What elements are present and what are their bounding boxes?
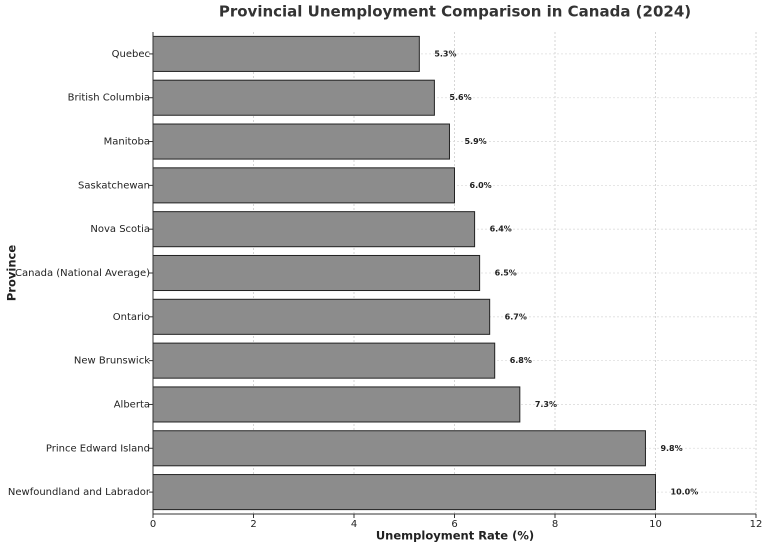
chart-title: Provincial Unemployment Comparison in Ca… — [219, 3, 691, 21]
value-label: 6.7% — [505, 312, 527, 321]
value-label: 7.3% — [535, 400, 557, 409]
x-tick-label: 12 — [750, 519, 763, 530]
y-tick-label: Saskatchewan — [78, 180, 150, 191]
bar — [152, 123, 450, 160]
y-tick-label: Alberta — [114, 399, 150, 410]
y-tick-label: Ontario — [113, 312, 150, 323]
value-label: 6.4% — [490, 225, 512, 234]
y-tick-label: Manitoba — [104, 137, 150, 148]
x-tick-label: 2 — [250, 519, 256, 530]
x-tick-label: 0 — [150, 519, 156, 530]
value-label: 9.8% — [660, 444, 682, 453]
x-axis-title: Unemployment Rate (%) — [376, 529, 534, 543]
x-tick-label: 10 — [649, 519, 662, 530]
bar — [152, 342, 496, 379]
bar — [152, 35, 420, 72]
y-tick-label: Nova Scotia — [90, 224, 150, 235]
value-label: 10.0% — [671, 488, 699, 497]
value-label: 5.9% — [464, 137, 486, 146]
value-label: 6.5% — [495, 269, 517, 278]
y-tick-label: Canada (National Average) — [15, 268, 150, 279]
x-tick-label: 8 — [552, 519, 558, 530]
value-label: 5.3% — [434, 49, 456, 58]
bar — [152, 211, 476, 248]
x-tick-label: 6 — [451, 519, 457, 530]
bar — [152, 474, 656, 511]
y-tick-label: Prince Edward Island — [46, 443, 150, 454]
bar — [152, 298, 491, 335]
y-tick-label: Newfoundland and Labrador — [8, 487, 151, 498]
y-tick-label: British Columbia — [68, 93, 150, 104]
value-label: 5.6% — [449, 93, 471, 102]
bar — [152, 167, 455, 204]
bar — [152, 386, 521, 423]
value-label: 6.0% — [470, 181, 492, 190]
y-axis-title: Province — [5, 245, 19, 301]
y-tick-label: Quebec — [112, 49, 150, 60]
bar — [152, 254, 481, 292]
bar — [152, 79, 435, 116]
value-label: 6.8% — [510, 356, 532, 365]
bar — [152, 430, 646, 467]
y-tick-label: New Brunswick — [74, 356, 150, 367]
x-tick-label: 4 — [351, 519, 357, 530]
